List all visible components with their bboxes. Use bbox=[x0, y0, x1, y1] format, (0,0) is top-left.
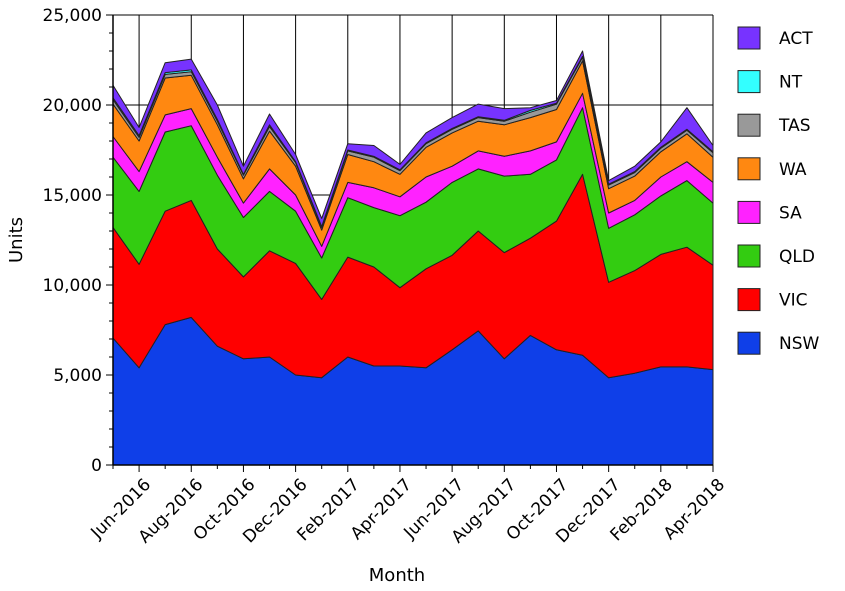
legend-swatch-tas bbox=[737, 113, 761, 137]
legend-label-qld: QLD bbox=[779, 247, 815, 267]
legend-swatch-wa bbox=[737, 157, 761, 181]
y-tick-label: 20,000 bbox=[43, 96, 102, 116]
x-axis-ticks: Jun-2016Aug-2016Oct-2016Dec-2016Feb-2017… bbox=[87, 465, 729, 547]
y-tick-label: 15,000 bbox=[43, 186, 102, 206]
legend-swatch-vic bbox=[737, 288, 761, 312]
legend-swatch-nsw bbox=[737, 331, 761, 355]
y-tick-label: 5,000 bbox=[53, 366, 102, 386]
x-axis-title: Month bbox=[369, 565, 425, 586]
legend-label-vic: VIC bbox=[779, 291, 808, 311]
y-tick-label: 10,000 bbox=[43, 276, 102, 296]
legend-label-nt: NT bbox=[779, 73, 803, 93]
legend: ACT NT TAS WA SA QLD VIC NSW bbox=[737, 26, 820, 355]
y-tick-label: 25,000 bbox=[43, 6, 102, 26]
legend-label-tas: TAS bbox=[778, 116, 811, 136]
series-areas bbox=[112, 50, 714, 466]
legend-swatch-act bbox=[737, 26, 761, 50]
legend-swatch-nt bbox=[737, 70, 761, 94]
axes bbox=[112, 15, 713, 466]
y-axis-ticks: 0 5,000 10,000 15,000 20,000 25,000 bbox=[43, 6, 113, 476]
y-tick-label: 0 bbox=[91, 456, 102, 476]
legend-swatch-qld bbox=[737, 244, 761, 268]
legend-swatch-sa bbox=[737, 200, 761, 224]
area-act bbox=[112, 50, 714, 227]
legend-label-act: ACT bbox=[779, 29, 813, 49]
legend-label-wa: WA bbox=[779, 160, 807, 180]
legend-label-nsw: NSW bbox=[779, 334, 820, 354]
legend-label-sa: SA bbox=[779, 203, 802, 223]
y-axis-title: Units bbox=[6, 217, 27, 263]
